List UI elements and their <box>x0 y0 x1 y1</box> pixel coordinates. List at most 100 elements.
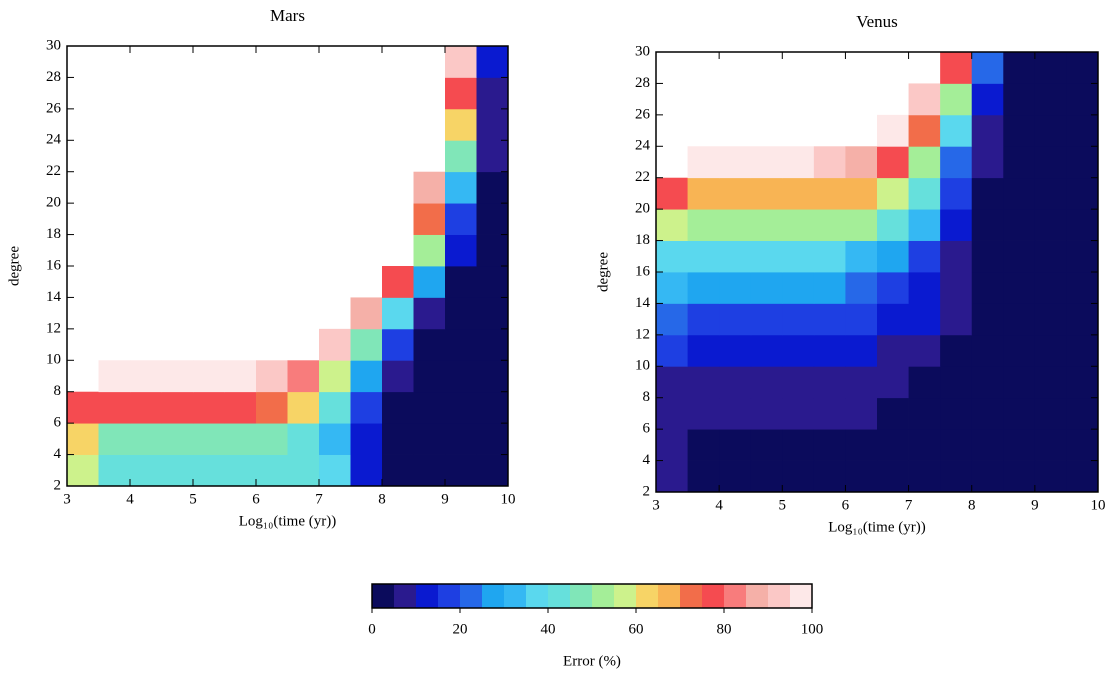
heatmap-cell <box>476 171 509 204</box>
heatmap-cell <box>845 303 878 336</box>
heatmap-cell <box>476 423 509 455</box>
heatmap-cell <box>877 209 909 241</box>
heatmap-cell <box>971 52 1004 84</box>
heatmap-cell <box>382 423 414 455</box>
heatmap-cell <box>256 360 288 393</box>
heatmap-cell <box>719 177 752 210</box>
x-tick-label: 5 <box>779 497 787 513</box>
heatmap-cell <box>971 114 1004 147</box>
heatmap-cell <box>1003 240 1036 273</box>
heatmap-cell <box>445 46 477 78</box>
heatmap-cell <box>1066 240 1099 273</box>
heatmap-cell <box>971 146 1004 179</box>
heatmap-cell <box>445 171 477 204</box>
heatmap-cell <box>1034 429 1067 461</box>
heatmap-cell <box>813 240 846 273</box>
y-tick-label: 8 <box>54 383 62 399</box>
heatmap-cell <box>687 334 720 367</box>
heatmap-cell <box>687 209 720 241</box>
heatmap-cell <box>782 366 815 399</box>
heatmap-cell <box>1066 272 1099 304</box>
heatmap-cell <box>1066 303 1099 336</box>
heatmap-cell <box>845 397 878 430</box>
heatmap-cell <box>1066 83 1099 116</box>
heatmap-cell <box>476 234 509 267</box>
x-tick-label: 3 <box>63 491 71 507</box>
heatmap-cell <box>656 460 688 493</box>
heatmap-cell <box>813 209 846 241</box>
heatmap-cell <box>1003 83 1036 116</box>
heatmap-cell <box>287 391 320 424</box>
heatmap-cell <box>476 297 509 330</box>
heatmap-cell <box>908 366 941 399</box>
heatmap-cell <box>1034 272 1067 304</box>
heatmap-cell <box>813 303 846 336</box>
y-tick-label: 24 <box>46 132 62 148</box>
heatmap-cell <box>782 272 815 304</box>
heatmap-cell <box>877 366 909 399</box>
heatmap-cell <box>845 429 878 461</box>
y-tick-label: 14 <box>46 289 62 305</box>
heatmap-cell <box>750 272 783 304</box>
heatmap-cell <box>350 454 383 487</box>
heatmap-cell <box>719 429 752 461</box>
x-tick-label: 8 <box>378 491 386 507</box>
y-tick-label: 2 <box>643 483 651 499</box>
heatmap-cell <box>877 114 909 147</box>
heatmap-cell <box>445 203 477 235</box>
heatmap-cell <box>656 240 688 273</box>
heatmap-cell <box>161 454 194 487</box>
heatmap-cell <box>750 429 783 461</box>
heatmap-cell <box>350 360 383 393</box>
heatmap-cell <box>845 146 878 179</box>
heatmap-cell <box>750 177 783 210</box>
y-tick-label: 10 <box>46 352 61 368</box>
heatmap-cell <box>161 360 194 393</box>
heatmap-cell <box>908 83 941 116</box>
x-tick-label: 9 <box>1031 497 1039 513</box>
x-tick-label: 10 <box>501 491 516 507</box>
colorbar-swatch <box>482 584 505 608</box>
heatmap-cell <box>445 454 477 487</box>
colorbar-swatch <box>746 584 769 608</box>
y-axis-label: degree <box>595 252 611 292</box>
heatmap-cell <box>1003 397 1036 430</box>
heatmap-cell <box>445 140 477 173</box>
colorbar-label: Error (%) <box>563 653 621 669</box>
heatmap-cell <box>687 146 720 179</box>
heatmap-cell <box>1034 303 1067 336</box>
heatmap-cell <box>1003 366 1036 399</box>
colorbar-swatch <box>526 584 549 608</box>
heatmap-cell <box>782 177 815 210</box>
y-tick-label: 18 <box>635 232 650 248</box>
heatmap-cell <box>382 297 414 330</box>
heatmap-cell <box>67 454 99 487</box>
heatmap-cell <box>319 328 351 361</box>
heatmap-cell <box>782 460 815 493</box>
heatmap-cell <box>908 397 941 430</box>
heatmap-cell <box>1034 83 1067 116</box>
colorbar-swatch <box>372 584 395 608</box>
heatmap-cell <box>476 108 509 141</box>
heatmap-cell <box>382 391 414 424</box>
heatmap-cell <box>193 360 225 393</box>
colorbar-swatch <box>724 584 747 608</box>
heatmap-cell <box>445 328 477 361</box>
heatmap-cell <box>877 397 909 430</box>
y-tick-label: 22 <box>635 169 650 185</box>
heatmap-cell <box>687 303 720 336</box>
heatmap-cell <box>908 272 941 304</box>
heatmap-cell <box>908 114 941 147</box>
heatmap-cell <box>1003 209 1036 241</box>
heatmap-cell <box>382 454 414 487</box>
heatmap-cell <box>719 460 752 493</box>
colorbar-swatch <box>570 584 593 608</box>
heatmap-cell <box>1066 366 1099 399</box>
heatmap-cell <box>908 460 941 493</box>
heatmap-cell <box>1066 209 1099 241</box>
heatmap-cell <box>877 240 909 273</box>
heatmap-cell <box>413 328 446 361</box>
heatmap-cell <box>813 177 846 210</box>
heatmap-cell <box>940 114 973 147</box>
heatmap-cell <box>908 334 941 367</box>
